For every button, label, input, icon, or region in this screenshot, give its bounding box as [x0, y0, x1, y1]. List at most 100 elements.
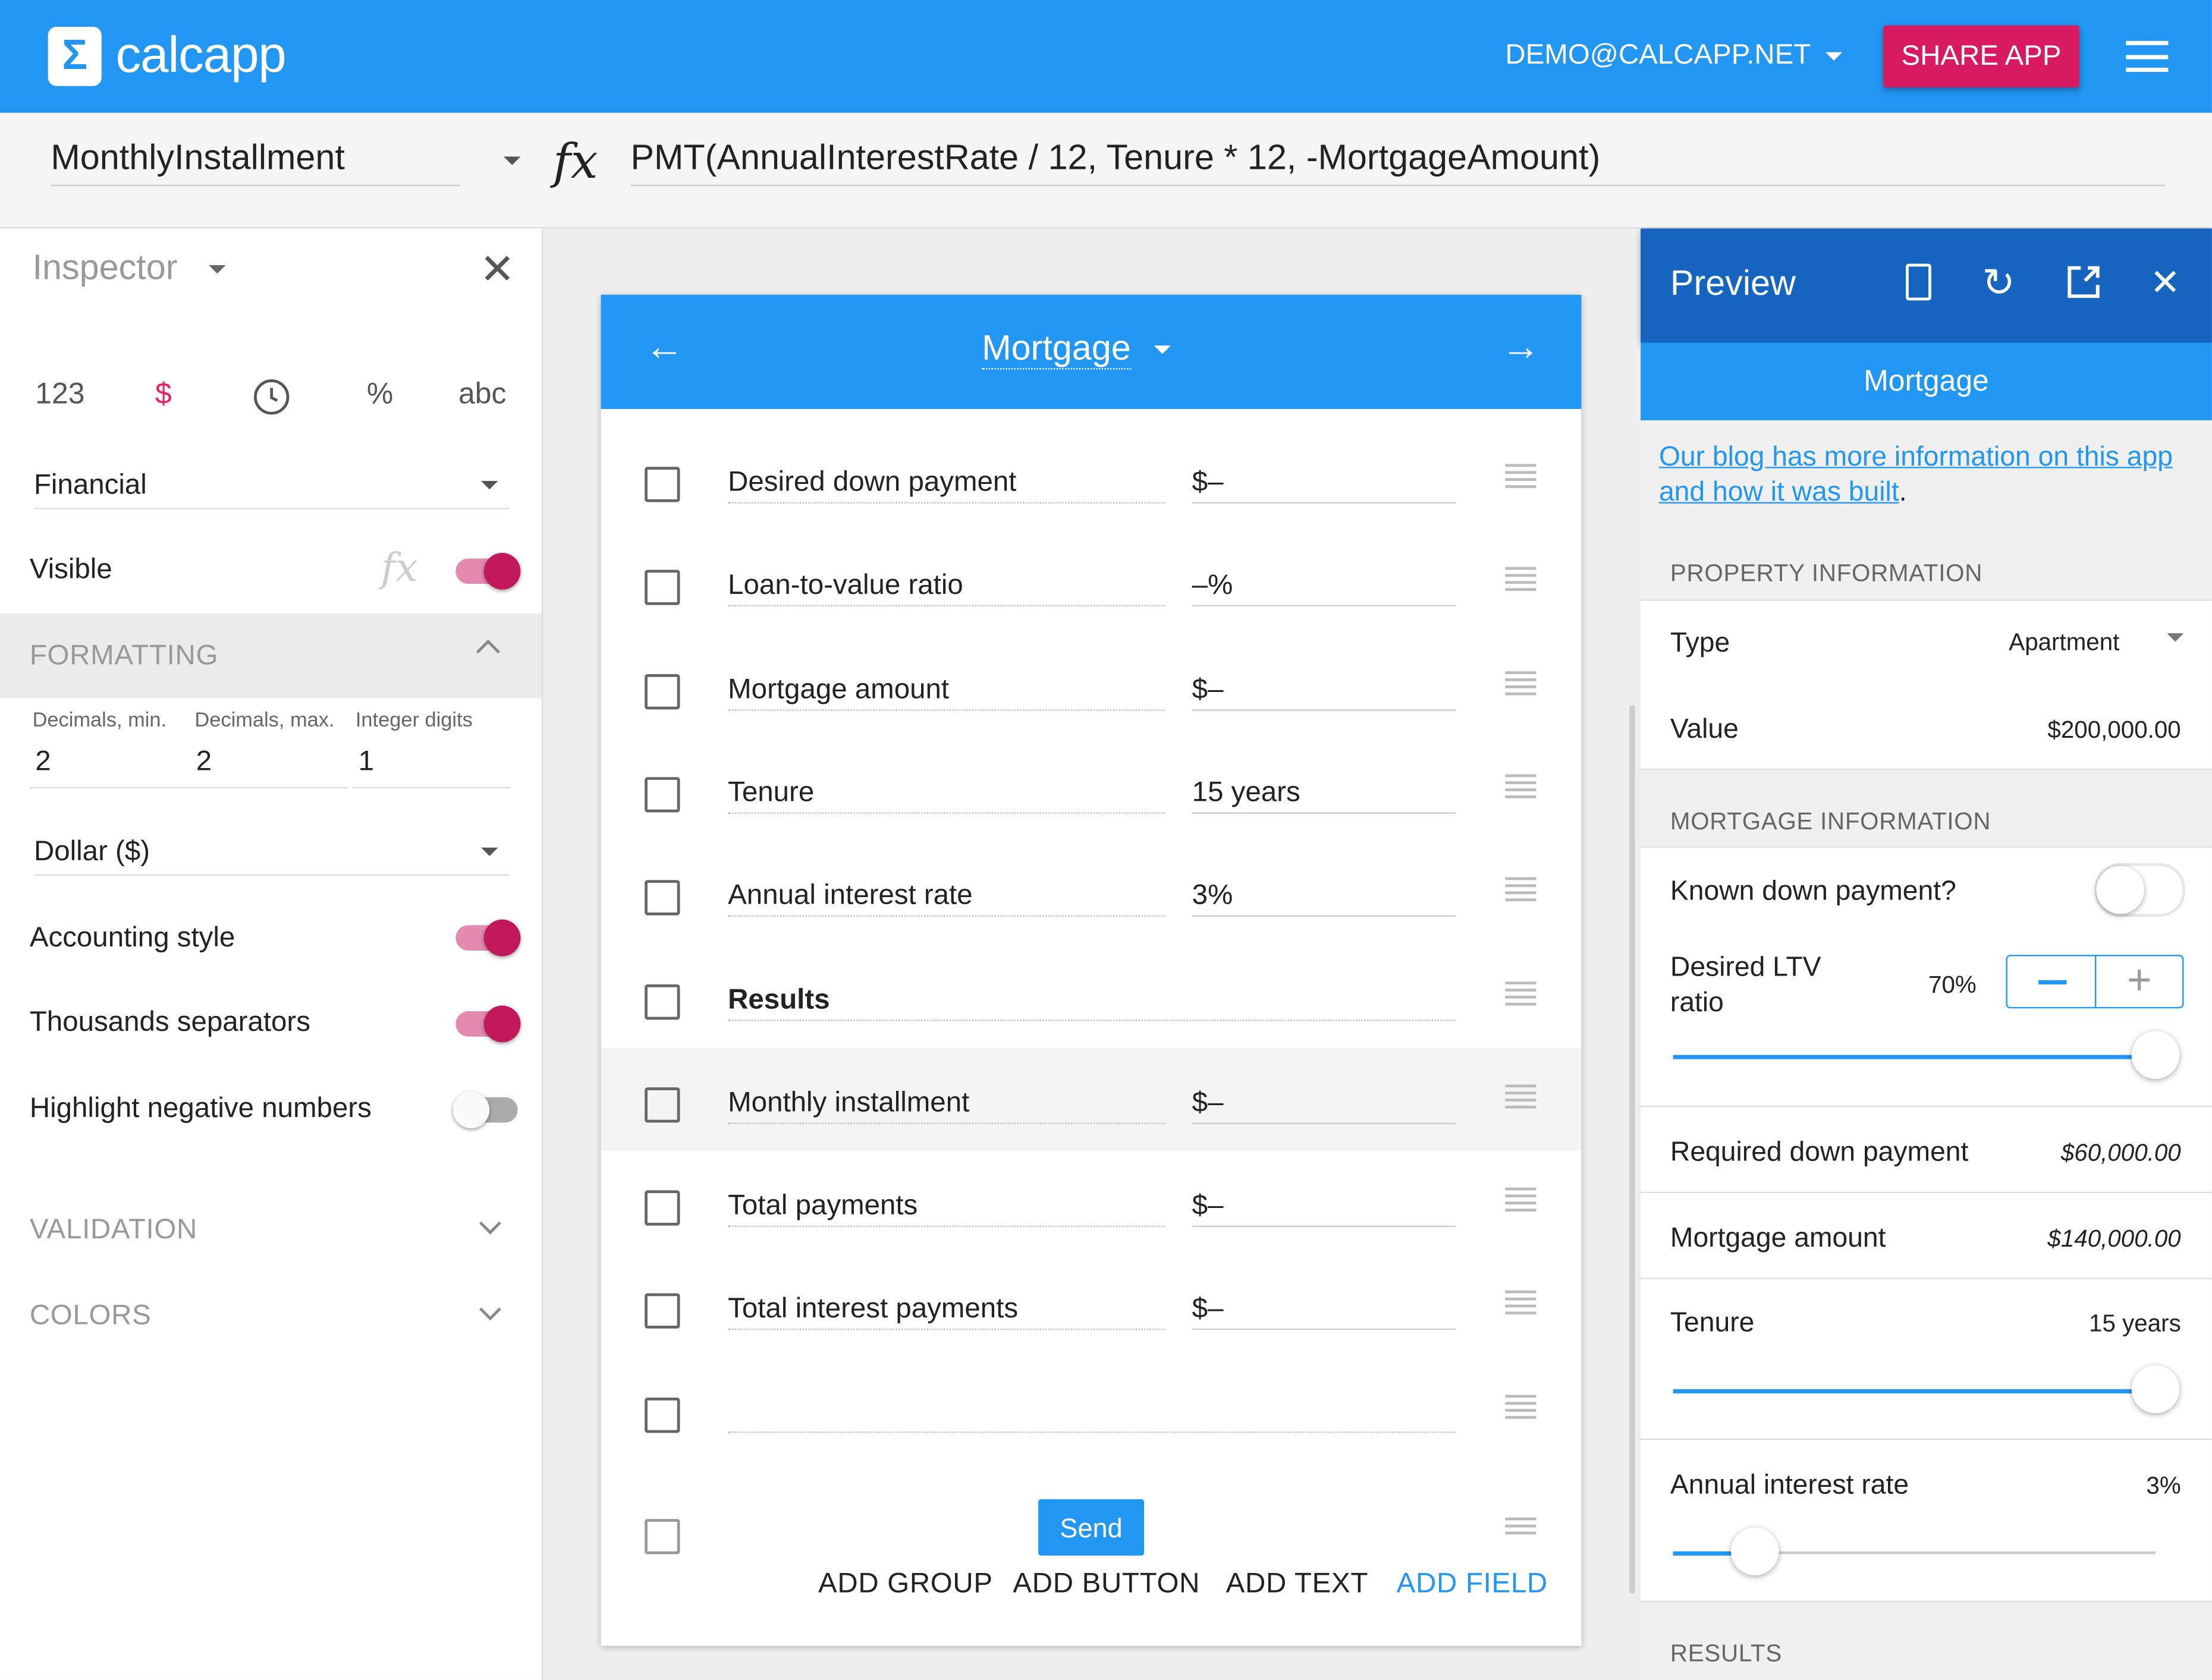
- known-toggle[interactable]: [2095, 863, 2185, 917]
- checkbox[interactable]: [645, 1519, 680, 1555]
- drag-handle-icon[interactable]: [1505, 877, 1537, 905]
- category-value: Financial: [33, 470, 147, 501]
- drag-handle-icon[interactable]: [1505, 1517, 1537, 1539]
- blog-period: .: [1899, 476, 1907, 508]
- ltv-label: Desired LTV ratio: [1670, 952, 1821, 1018]
- drag-handle-icon[interactable]: [1505, 1394, 1537, 1423]
- checkbox[interactable]: [645, 983, 680, 1020]
- drag-handle-icon[interactable]: [1505, 464, 1537, 492]
- checkbox[interactable]: [645, 880, 680, 916]
- accounting-toggle[interactable]: [455, 919, 521, 957]
- category-select[interactable]: Financial: [33, 470, 510, 509]
- add-button-button[interactable]: ADD BUTTON: [1013, 1568, 1201, 1600]
- visible-toggle[interactable]: [455, 552, 521, 590]
- checkbox[interactable]: [645, 1294, 680, 1329]
- arrow-right-icon[interactable]: →: [1501, 324, 1541, 369]
- type-value[interactable]: Apartment: [2009, 629, 2120, 656]
- negative-toggle[interactable]: [453, 1091, 518, 1128]
- currency-select[interactable]: Dollar ($): [33, 836, 510, 876]
- drag-handle-icon[interactable]: [1505, 774, 1537, 802]
- user-menu[interactable]: DEMO@CALCAPP.NET: [1505, 39, 1842, 72]
- phone-icon[interactable]: [1906, 263, 1931, 301]
- int-digits-input[interactable]: 1: [353, 746, 511, 789]
- type-number[interactable]: 123: [35, 377, 85, 411]
- hamburger-menu-icon[interactable]: [2126, 40, 2169, 72]
- share-app-button[interactable]: SHARE APP: [1883, 25, 2079, 88]
- close-icon[interactable]: ✕: [2150, 260, 2181, 304]
- checkbox[interactable]: [645, 467, 680, 502]
- colors-section[interactable]: COLORS: [29, 1300, 152, 1332]
- plus-button[interactable]: +: [2126, 957, 2152, 1005]
- field-value: $–: [1192, 674, 1456, 710]
- checkbox[interactable]: [645, 570, 680, 606]
- slider-thumb[interactable]: [1731, 1527, 1779, 1575]
- refresh-icon[interactable]: ↻: [1982, 260, 2015, 305]
- field-name[interactable]: Annual interest rate: [728, 880, 1165, 917]
- close-icon[interactable]: ✕: [479, 247, 516, 294]
- formula-input[interactable]: PMT(AnnualInterestRate / 12, Tenure * 12…: [630, 138, 2166, 187]
- clock-icon[interactable]: [253, 378, 291, 424]
- arrow-left-icon[interactable]: ←: [645, 324, 684, 369]
- fx-icon[interactable]: fx: [381, 544, 418, 592]
- open-external-icon[interactable]: [2067, 265, 2101, 306]
- tenure-value: 15 years: [2089, 1310, 2181, 1338]
- validation-section[interactable]: VALIDATION: [29, 1214, 198, 1245]
- checkbox[interactable]: [645, 674, 680, 709]
- value-value[interactable]: $200,000.00: [2047, 716, 2181, 744]
- checkbox[interactable]: [645, 1397, 680, 1433]
- type-percent[interactable]: %: [366, 377, 394, 411]
- drag-handle-icon[interactable]: [1505, 1291, 1537, 1319]
- add-text-button[interactable]: ADD TEXT: [1226, 1568, 1369, 1600]
- type-text[interactable]: abc: [458, 377, 507, 411]
- slider-thumb[interactable]: [2131, 1365, 2180, 1414]
- slider-fill: [1673, 1550, 1755, 1555]
- dec-max-input[interactable]: 2: [190, 746, 348, 789]
- checkbox[interactable]: [645, 1190, 680, 1226]
- field-name[interactable]: Desired down payment: [728, 467, 1165, 504]
- field-name[interactable]: Results: [728, 984, 1456, 1021]
- drag-handle-icon[interactable]: [1505, 981, 1537, 1009]
- field-name[interactable]: Mortgage amount: [728, 674, 1165, 710]
- chevron-down-icon: [1825, 52, 1842, 61]
- checkbox[interactable]: [645, 1087, 680, 1122]
- field-name[interactable]: Total interest payments: [728, 1294, 1165, 1331]
- thousands-toggle[interactable]: [455, 1005, 521, 1043]
- chevron-down-icon[interactable]: [2167, 633, 2184, 642]
- send-button[interactable]: Send: [1038, 1499, 1145, 1556]
- drag-handle-icon[interactable]: [1505, 671, 1537, 699]
- app-name: calcapp: [115, 25, 287, 83]
- mortgage-label: Mortgage amount: [1670, 1222, 1886, 1254]
- formatting-header[interactable]: [0, 613, 542, 699]
- inspector-panel: [0, 228, 543, 1680]
- drag-handle-icon[interactable]: [1505, 1187, 1537, 1216]
- preview-header: [1641, 228, 2212, 343]
- tenure-label: Tenure: [1670, 1307, 1755, 1339]
- field-name[interactable]: Total payments: [728, 1191, 1165, 1228]
- dec-min-input[interactable]: 2: [29, 746, 191, 789]
- field-value: 3%: [1192, 880, 1456, 917]
- field-name[interactable]: Loan-to-value ratio: [728, 570, 1165, 607]
- chevron-down-icon[interactable]: [503, 156, 521, 165]
- field-name[interactable]: Tenure: [728, 777, 1165, 814]
- property-section: PROPERTY INFORMATION: [1670, 559, 1983, 587]
- checkbox[interactable]: [645, 776, 680, 813]
- drag-handle-icon[interactable]: [1505, 1084, 1537, 1112]
- slider-thumb[interactable]: [2131, 1031, 2180, 1079]
- field-name-select[interactable]: MonthlyInstallment: [51, 138, 460, 187]
- inspector-title[interactable]: Inspector: [33, 248, 226, 290]
- chevron-down-icon: [480, 480, 498, 490]
- type-currency[interactable]: $: [155, 377, 172, 411]
- mortgage-section: MORTGAGE INFORMATION: [1670, 808, 1991, 835]
- screen-select[interactable]: Mortgage: [982, 328, 1171, 370]
- field-name[interactable]: Monthly installment: [728, 1087, 1165, 1124]
- add-group-button[interactable]: ADD GROUP: [818, 1568, 993, 1600]
- scrollbar[interactable]: [1629, 705, 1635, 1594]
- blog-link[interactable]: Our blog has more information on this ap…: [1658, 441, 2173, 508]
- drag-handle-icon[interactable]: [1505, 567, 1537, 595]
- thousands-label: Thousands separators: [29, 1006, 310, 1039]
- minus-button[interactable]: [2007, 956, 2097, 1007]
- add-field-button[interactable]: ADD FIELD: [1396, 1568, 1548, 1600]
- type-row[interactable]: [1641, 599, 2212, 687]
- rate-label: Annual interest rate: [1670, 1470, 1909, 1501]
- field-name[interactable]: [728, 1397, 1456, 1433]
